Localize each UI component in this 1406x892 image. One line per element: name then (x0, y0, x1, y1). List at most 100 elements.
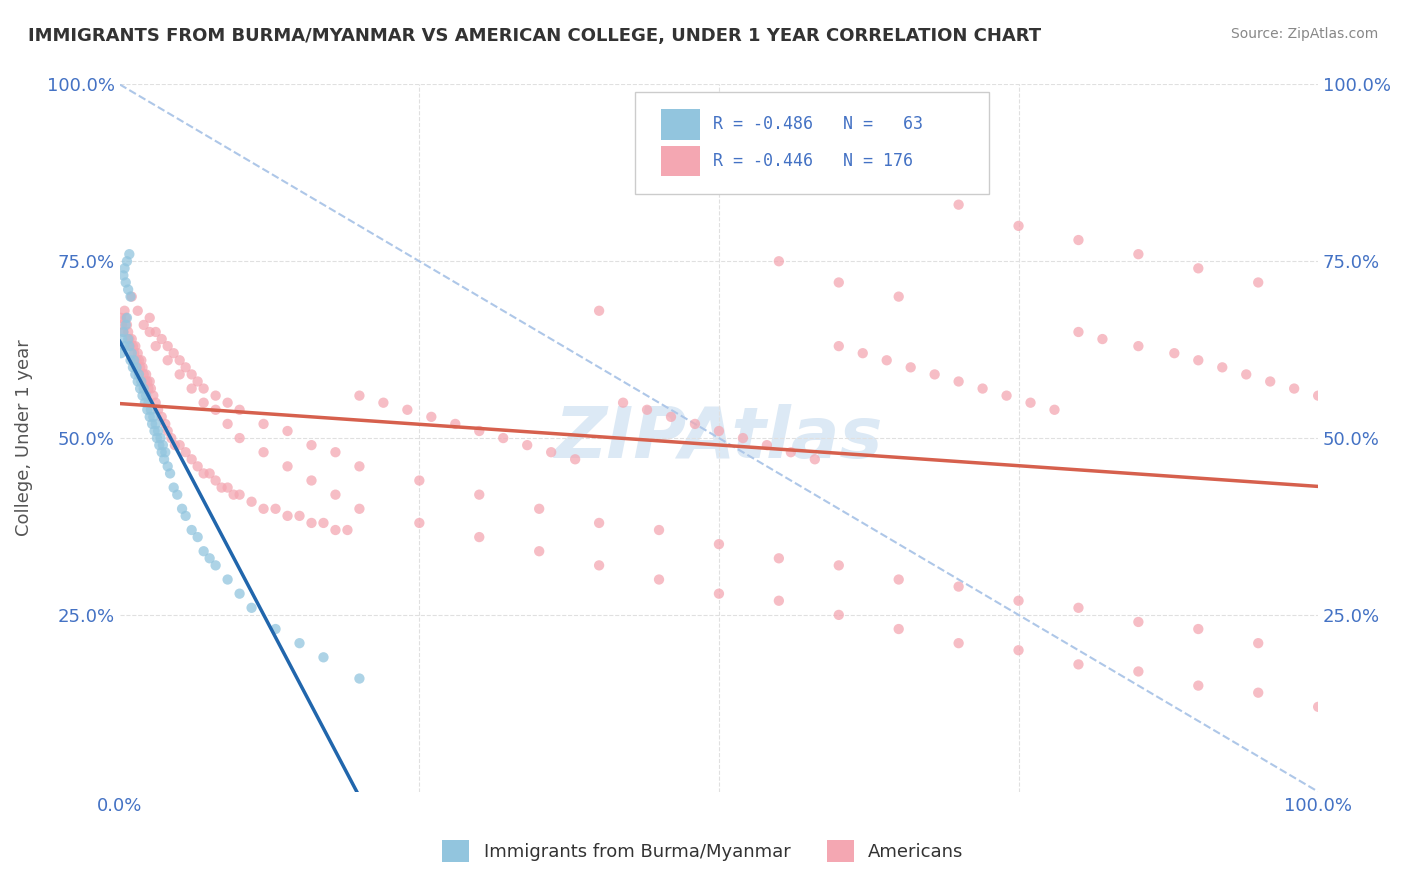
Point (217, 481, 239, 495)
Point (193, 544, 215, 558)
Point (1187, 353, 1209, 368)
Point (124, 368, 146, 382)
Point (240, 600, 263, 615)
Point (138, 409, 160, 424)
Point (112, 325, 135, 339)
Point (114, 310, 136, 325)
Point (1247, 636, 1270, 650)
Point (707, 424, 730, 438)
Point (1007, 643, 1029, 657)
Point (122, 360, 145, 375)
Point (768, 593, 790, 607)
Point (127, 375, 149, 389)
Point (468, 424, 491, 438)
Point (156, 459, 179, 474)
Point (146, 402, 169, 417)
Point (325, 523, 347, 537)
Point (301, 438, 323, 452)
Point (180, 523, 202, 537)
Text: IMMIGRANTS FROM BURMA/MYANMAR VS AMERICAN COLLEGE, UNDER 1 YEAR CORRELATION CHAR: IMMIGRANTS FROM BURMA/MYANMAR VS AMERICA… (28, 27, 1042, 45)
Point (948, 197, 970, 211)
Point (153, 452, 176, 467)
Point (887, 573, 910, 587)
Point (146, 431, 169, 445)
Point (131, 353, 153, 368)
FancyBboxPatch shape (636, 92, 988, 194)
Point (828, 558, 851, 573)
Point (228, 402, 250, 417)
Point (468, 530, 491, 544)
Point (163, 346, 186, 360)
Point (198, 467, 221, 481)
Point (114, 276, 136, 290)
Point (1007, 219, 1029, 233)
Point (187, 530, 209, 544)
Bar (661, 109, 700, 140)
Point (112, 268, 135, 283)
Point (755, 438, 778, 452)
Point (160, 431, 183, 445)
Point (204, 389, 226, 403)
Point (145, 339, 167, 353)
Point (174, 445, 197, 459)
Y-axis label: College, Under 1 year: College, Under 1 year (15, 340, 32, 536)
Point (121, 346, 143, 360)
Point (779, 445, 801, 459)
Point (139, 382, 162, 396)
Point (204, 474, 226, 488)
Point (142, 409, 165, 424)
Point (540, 445, 562, 459)
Point (217, 417, 239, 431)
Point (117, 283, 139, 297)
Point (115, 310, 138, 325)
Point (145, 395, 167, 409)
Point (135, 368, 157, 382)
Point (240, 494, 263, 508)
Point (408, 474, 430, 488)
Point (131, 375, 153, 389)
Point (1211, 360, 1233, 375)
Point (948, 636, 970, 650)
Point (169, 438, 191, 452)
Point (312, 650, 335, 665)
Point (114, 303, 136, 318)
Point (648, 523, 671, 537)
Point (138, 375, 160, 389)
Point (325, 488, 347, 502)
Point (276, 459, 298, 474)
Point (516, 438, 538, 452)
Point (828, 339, 851, 353)
Point (117, 332, 139, 346)
Point (1187, 679, 1209, 693)
Point (138, 325, 160, 339)
Point (852, 346, 875, 360)
Point (120, 290, 142, 304)
Point (444, 417, 467, 431)
Point (149, 431, 172, 445)
Point (121, 290, 143, 304)
Point (1128, 615, 1150, 629)
Point (887, 622, 910, 636)
Point (636, 402, 658, 417)
Point (876, 353, 898, 368)
Point (128, 353, 150, 368)
Point (564, 452, 586, 467)
Point (180, 452, 202, 467)
Point (288, 636, 311, 650)
Point (129, 382, 152, 396)
Point (124, 339, 146, 353)
Text: Source: ZipAtlas.com: Source: ZipAtlas.com (1230, 27, 1378, 41)
Point (136, 402, 159, 417)
Point (373, 395, 395, 409)
Point (1187, 622, 1209, 636)
Point (1043, 402, 1066, 417)
Point (148, 438, 170, 452)
Point (174, 360, 197, 375)
Point (768, 551, 790, 566)
Point (110, 346, 132, 360)
Point (132, 382, 155, 396)
Point (145, 325, 167, 339)
Point (804, 452, 827, 467)
Point (995, 389, 1018, 403)
Point (336, 523, 359, 537)
